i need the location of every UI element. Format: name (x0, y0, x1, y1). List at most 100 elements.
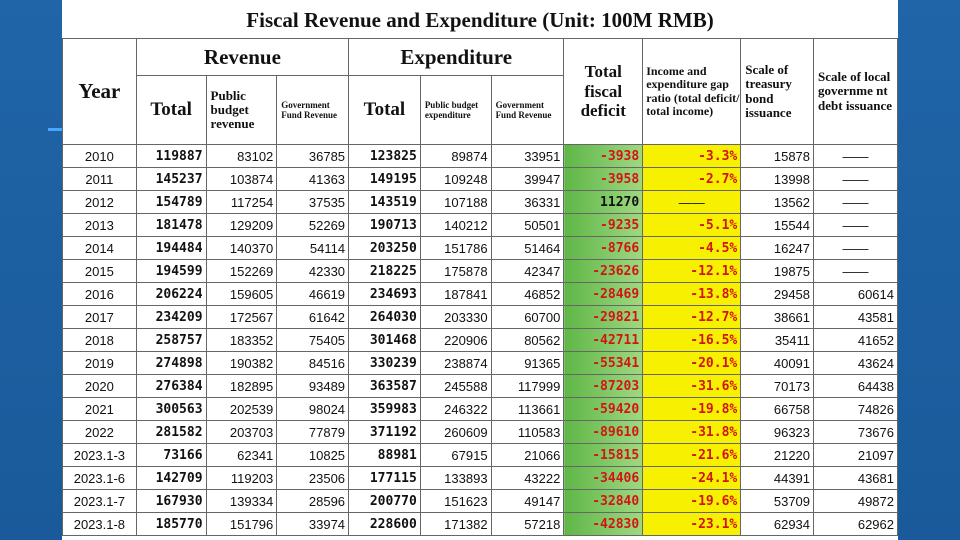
cell-gap-ratio: -19.8% (642, 397, 742, 421)
cell-local-debt: 64438 (813, 374, 898, 398)
cell-year: 2023.1-7 (62, 489, 137, 513)
cell-public-budget-expenditure: 133893 (419, 466, 492, 490)
cell-year: 2014 (62, 236, 137, 260)
cell-public-budget-expenditure: 246322 (419, 397, 492, 421)
cell-total-fiscal-deficit: -15815 (563, 443, 644, 467)
table-row: 2023.1-3 73166 62341 10825 88981 67915 21066 -1… (62, 443, 898, 467)
cell-total-fiscal-deficit: -59420 (563, 397, 644, 421)
header-expenditure: Expenditure (348, 38, 565, 76)
table-row: 2010 119887 83102 36785 123825 89874 33951 -393… (62, 144, 898, 168)
cell-expenditure-total: 177115 (348, 466, 421, 490)
cell-public-budget-expenditure: 67915 (419, 443, 492, 467)
cell-government-fund-expenditure: 46852 (490, 282, 565, 306)
cell-public-budget-revenue: 159605 (205, 282, 278, 306)
header-expenditure-total: Total (348, 75, 421, 145)
cell-government-fund-expenditure: 113661 (490, 397, 565, 421)
cell-public-budget-revenue: 151796 (205, 512, 278, 536)
header-treasury-bond: Scale of treasury bond issuance (740, 38, 815, 145)
cell-revenue-total: 142709 (135, 466, 207, 490)
cell-revenue-total: 234209 (135, 305, 207, 329)
cell-public-budget-expenditure: 171382 (419, 512, 492, 536)
cell-treasury-bond: 44391 (740, 466, 815, 490)
cell-government-fund-expenditure: 60700 (490, 305, 565, 329)
cell-total-fiscal-deficit: -42711 (563, 328, 644, 352)
cell-revenue-total: 258757 (135, 328, 207, 352)
cell-treasury-bond: 96323 (740, 420, 815, 444)
cell-government-fund-revenue: 41363 (276, 167, 350, 191)
cell-total-fiscal-deficit: -23626 (563, 259, 644, 283)
cell-government-fund-expenditure: 36331 (490, 190, 565, 214)
header-revenue-total: Total (135, 75, 207, 145)
cell-treasury-bond: 19875 (740, 259, 815, 283)
cell-treasury-bond: 38661 (740, 305, 815, 329)
cell-treasury-bond: 29458 (740, 282, 815, 306)
cell-revenue-total: 73166 (135, 443, 207, 467)
cell-government-fund-revenue: 28596 (276, 489, 350, 513)
cell-public-budget-revenue: 140370 (205, 236, 278, 260)
cell-revenue-total: 281582 (135, 420, 207, 444)
cell-treasury-bond: 15544 (740, 213, 815, 237)
page-title: Fiscal Revenue and Expenditure (Unit: 10… (246, 8, 714, 32)
cell-public-budget-revenue: 119203 (205, 466, 278, 490)
cell-treasury-bond: 66758 (740, 397, 815, 421)
cell-local-debt: 49872 (813, 489, 898, 513)
cell-treasury-bond: 62934 (740, 512, 815, 536)
cell-government-fund-expenditure: 42347 (490, 259, 565, 283)
cell-government-fund-expenditure: 49147 (490, 489, 565, 513)
table-row: 2019 274898 190382 84516 330239 238874 91365 -5… (62, 351, 898, 375)
cell-local-debt: 73676 (813, 420, 898, 444)
cell-total-fiscal-deficit: -42830 (563, 512, 644, 536)
cell-government-fund-expenditure: 57218 (490, 512, 565, 536)
cell-year: 2022 (62, 420, 137, 444)
cell-treasury-bond: 16247 (740, 236, 815, 260)
cell-government-fund-expenditure: 21066 (490, 443, 565, 467)
cell-year: 2018 (62, 328, 137, 352)
cell-local-debt: —— (813, 236, 898, 260)
table-row: 2023.1-8 185770 151796 33974 228600 171382 572… (62, 512, 898, 536)
cell-local-debt: —— (813, 213, 898, 237)
cell-year: 2017 (62, 305, 137, 329)
cell-expenditure-total: 228600 (348, 512, 421, 536)
cell-local-debt: 43681 (813, 466, 898, 490)
cell-year: 2016 (62, 282, 137, 306)
cell-public-budget-expenditure: 220906 (419, 328, 492, 352)
cell-year: 2020 (62, 374, 137, 398)
header-local-debt: Scale of local governme nt debt issuance (813, 38, 898, 145)
cell-expenditure-total: 330239 (348, 351, 421, 375)
cell-year: 2019 (62, 351, 137, 375)
cell-total-fiscal-deficit: -29821 (563, 305, 644, 329)
cell-gap-ratio: -20.1% (642, 351, 742, 375)
cell-government-fund-revenue: 36785 (276, 144, 350, 168)
cell-revenue-total: 119887 (135, 144, 207, 168)
cell-treasury-bond: 53709 (740, 489, 815, 513)
cell-government-fund-expenditure: 51464 (490, 236, 565, 260)
header-total-fiscal-deficit: Total fiscal deficit (563, 38, 644, 145)
cell-government-fund-expenditure: 33951 (490, 144, 565, 168)
cell-expenditure-total: 123825 (348, 144, 421, 168)
cell-gap-ratio: -2.7% (642, 167, 742, 191)
cell-treasury-bond: 70173 (740, 374, 815, 398)
cell-government-fund-expenditure: 50501 (490, 213, 565, 237)
cell-year: 2013 (62, 213, 137, 237)
cell-expenditure-total: 371192 (348, 420, 421, 444)
cell-government-fund-revenue: 77879 (276, 420, 350, 444)
cell-public-budget-revenue: 117254 (205, 190, 278, 214)
header-public-budget-revenue: Public budget revenue (205, 75, 278, 145)
cell-public-budget-expenditure: 151786 (419, 236, 492, 260)
table-row: 2021 300563 202539 98024 359983 246322 113661-… (62, 397, 898, 421)
cell-public-budget-revenue: 190382 (205, 351, 278, 375)
cell-local-debt: —— (813, 190, 898, 214)
cell-government-fund-revenue: 84516 (276, 351, 350, 375)
cell-expenditure-total: 203250 (348, 236, 421, 260)
cell-government-fund-revenue: 75405 (276, 328, 350, 352)
cell-expenditure-total: 301468 (348, 328, 421, 352)
cell-local-debt: 43581 (813, 305, 898, 329)
header-year: Year (62, 38, 137, 145)
table-row: 2023.1-7 167930 139334 28596 200770 151623 491… (62, 489, 898, 513)
table-row: 2013 181478 129209 52269 190713 140212 50501 -9… (62, 213, 898, 237)
header-government-fund-revenue: Government Fund Revenue (276, 75, 350, 145)
cell-total-fiscal-deficit: -9235 (563, 213, 644, 237)
cell-total-fiscal-deficit: -3958 (563, 167, 644, 191)
cell-total-fiscal-deficit: -28469 (563, 282, 644, 306)
cell-government-fund-expenditure: 110583 (490, 420, 565, 444)
